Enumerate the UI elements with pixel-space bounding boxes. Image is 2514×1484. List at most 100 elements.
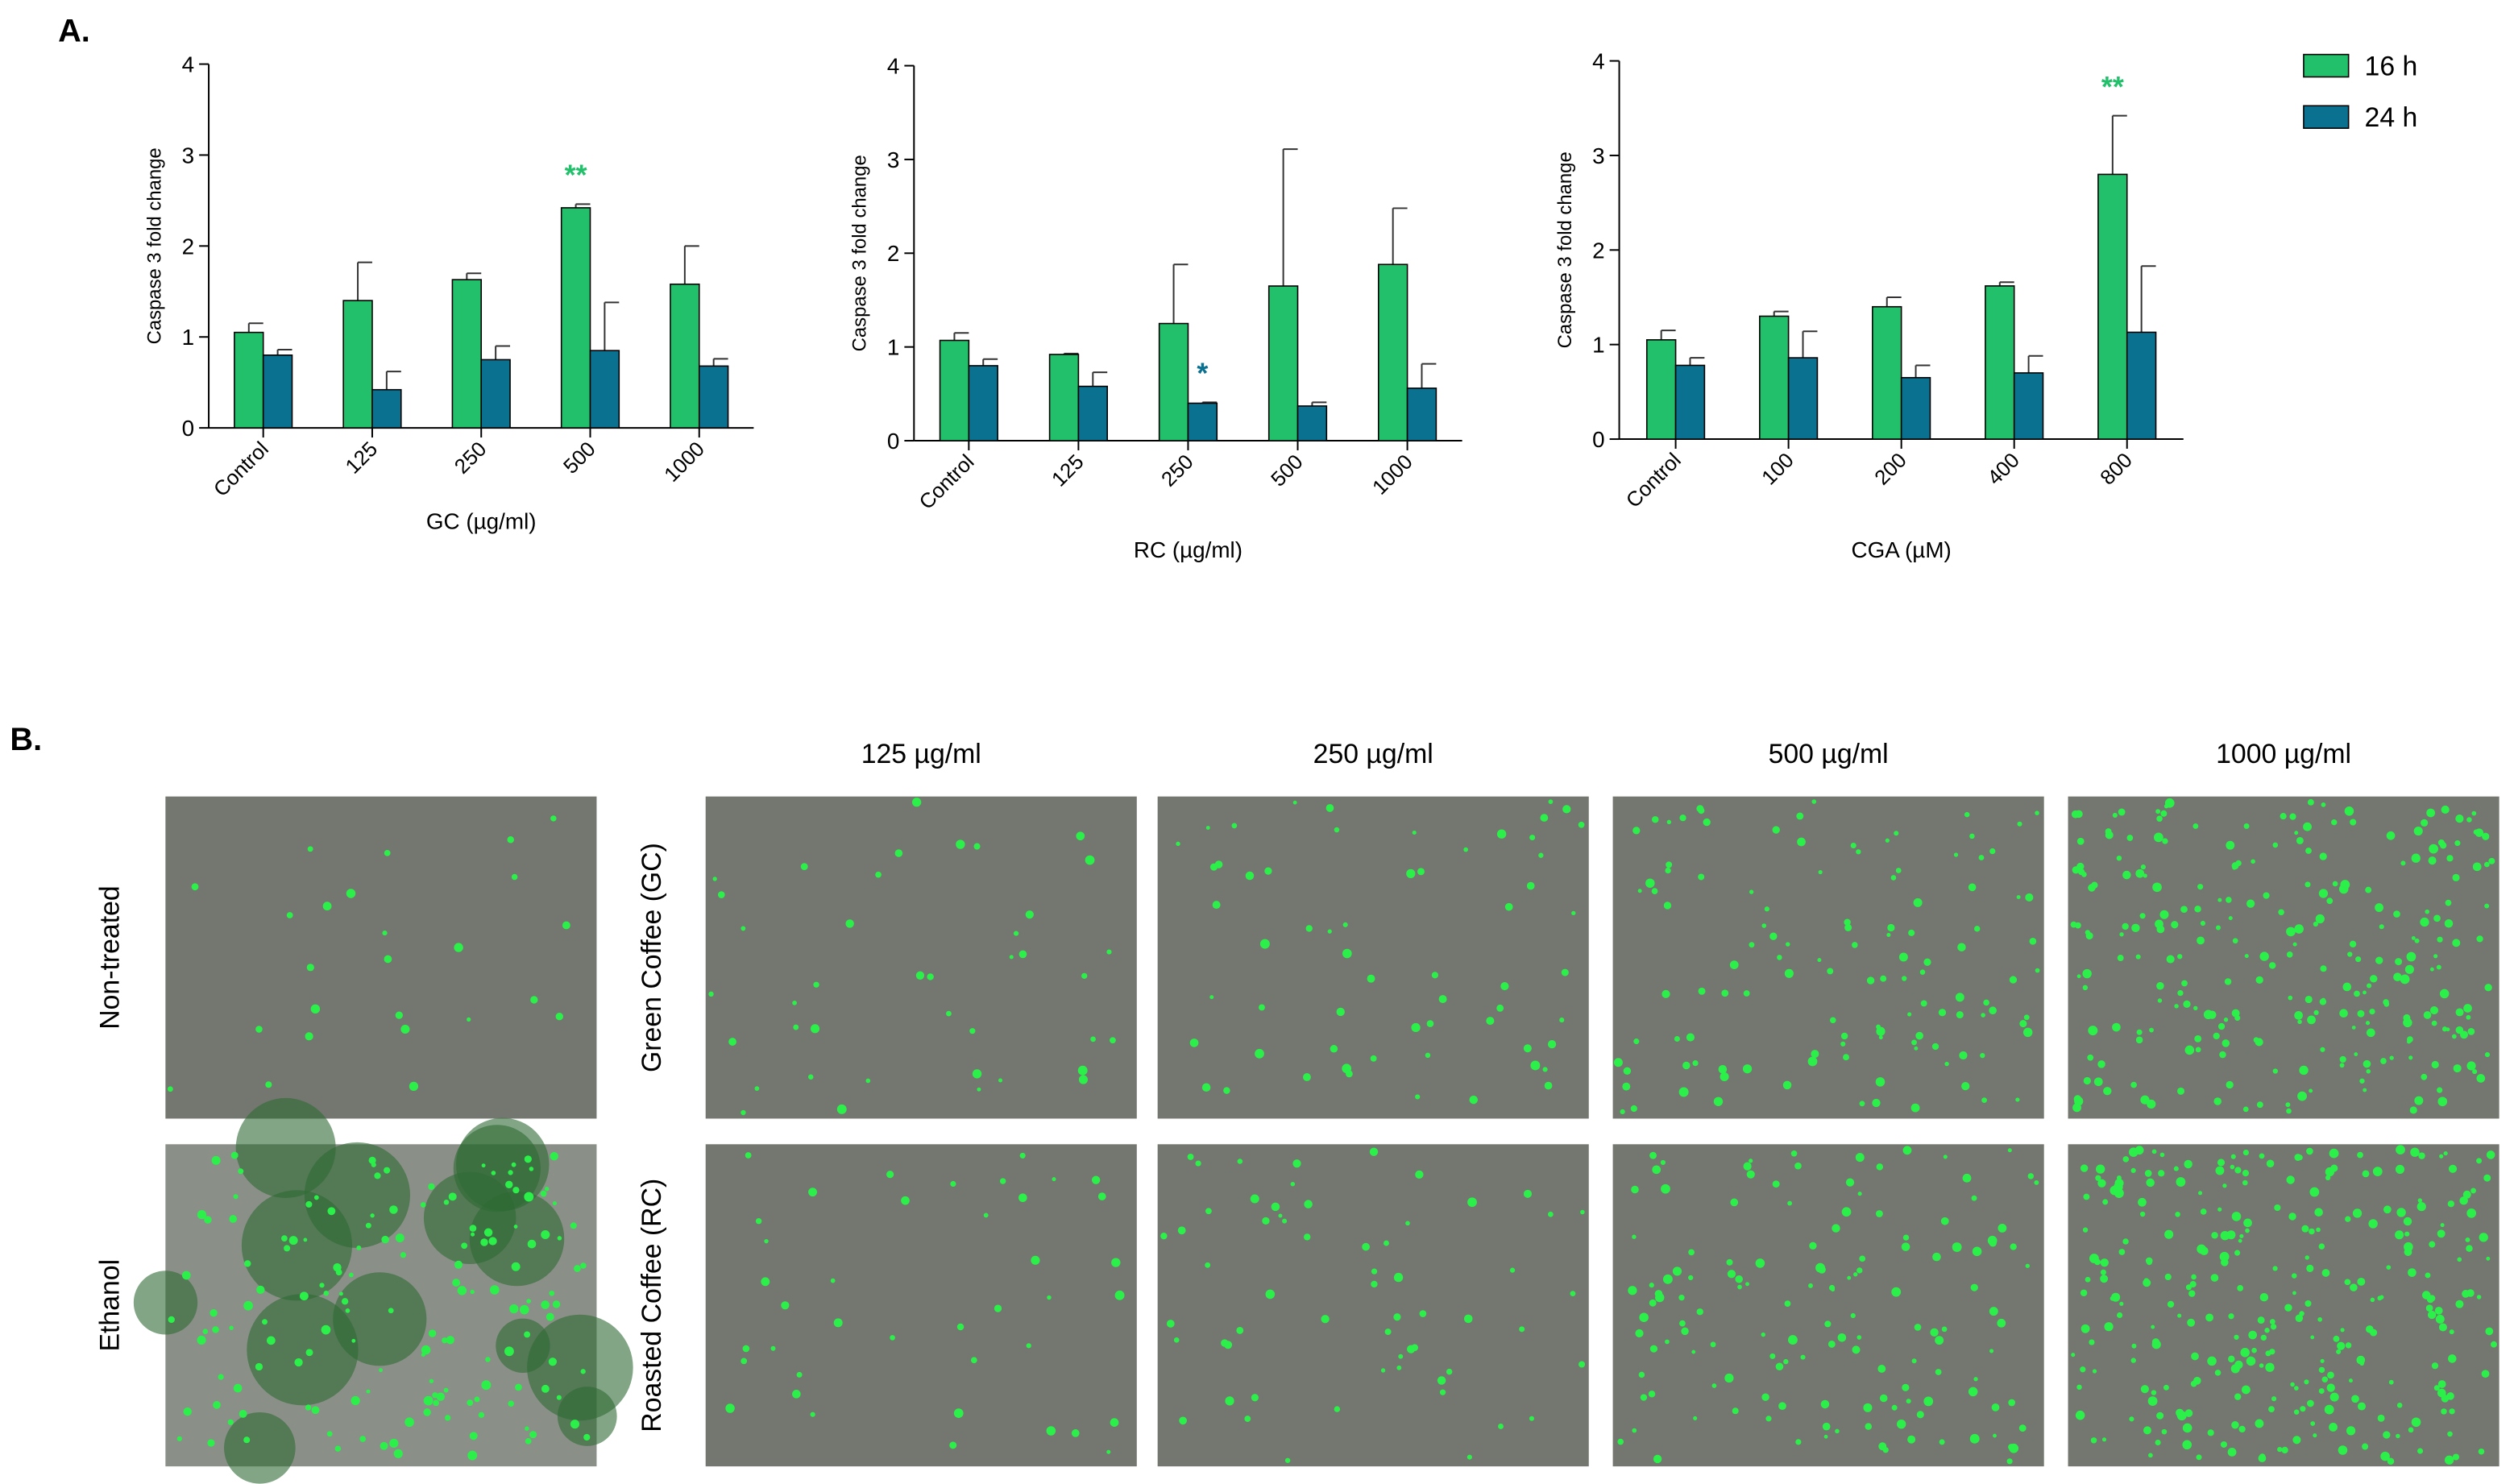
fluorescent-cell: [521, 1308, 526, 1313]
fluorescent-cell: [2471, 810, 2477, 816]
bar: [1645, 339, 1677, 440]
fluorescent-cell: [181, 1271, 191, 1280]
fluorescent-cell: [2441, 805, 2450, 815]
fluorescent-cell: [303, 1237, 308, 1242]
fluorescent-cell: [265, 1081, 272, 1088]
fluorescent-cell: [508, 1400, 514, 1407]
fluorescent-cell: [281, 1235, 288, 1242]
fluorescent-cell: [2285, 1102, 2291, 1108]
fluorescent-cell: [2163, 804, 2169, 809]
fluorescent-cell: [2356, 1355, 2366, 1365]
fluorescent-cell: [2076, 974, 2081, 979]
fluorescent-cell: [512, 1187, 520, 1194]
fluorescent-cell: [2317, 1316, 2322, 1322]
fluorescent-cell: [334, 1445, 342, 1452]
bar: [262, 354, 293, 429]
fluorescent-cell: [348, 1272, 354, 1278]
fluorescent-cell: [446, 1336, 454, 1345]
y-axis-label: Caspase 3 fold change: [1554, 151, 1576, 348]
fluorescent-cell: [2484, 861, 2490, 868]
fluorescent-cell: [2095, 1175, 2101, 1181]
fluorescent-cell: [2151, 1149, 2157, 1154]
fluorescent-cell: [1106, 1449, 1111, 1454]
fluorescent-cell: [2217, 1022, 2226, 1030]
fluorescent-cell: [2222, 1183, 2227, 1188]
fluorescent-cell: [1662, 1274, 1673, 1284]
fluorescent-cell: [2274, 1204, 2281, 1212]
fluorescent-cell: [808, 1188, 817, 1197]
fluorescent-cell: [2466, 817, 2472, 823]
fluorescent-cell: [894, 849, 903, 857]
fluorescent-cell: [1018, 950, 1027, 959]
fluorescent-cell: [2460, 1030, 2468, 1039]
y-tick-label: 3: [182, 143, 194, 168]
fluorescent-cell: [2437, 1380, 2446, 1388]
fluorescent-cell: [2379, 1295, 2384, 1300]
y-tick-label: 1: [182, 325, 194, 350]
fluorescent-cell: [2200, 1246, 2209, 1256]
fluorescent-cell: [2370, 1297, 2375, 1303]
fluorescent-cell: [2310, 1335, 2315, 1340]
fluorescent-cell: [2213, 1097, 2222, 1105]
fluorescent-cell: [2408, 1427, 2414, 1433]
fluorescent-cell: [2294, 1011, 2303, 1020]
row-label: Roasted Coffee (RC): [637, 1179, 667, 1432]
fluorescent-cell: [524, 1192, 534, 1202]
fluorescent-cell: [2294, 924, 2304, 934]
bar: [1787, 357, 1819, 440]
fluorescent-cell: [2306, 1264, 2314, 1272]
fluorescent-cell: [2227, 1448, 2237, 1457]
bar: [234, 331, 264, 429]
fluorescent-cell: [2242, 1149, 2249, 1156]
fluorescent-cell: [2085, 932, 2093, 940]
fluorescent-cell: [2163, 1384, 2169, 1391]
fluorescent-cell: [1632, 1234, 1637, 1239]
fluorescent-cell: [1914, 1324, 1922, 1331]
fluorescent-cell: [1179, 1416, 1187, 1425]
fluorescent-cell: [1818, 869, 1823, 875]
fluorescent-cell: [2403, 1018, 2412, 1028]
fluorescent-cell: [2479, 1233, 2488, 1242]
fluorescent-cell: [2321, 1269, 2330, 1277]
fluorescent-cell: [2156, 925, 2165, 934]
fluorescent-cell: [1209, 995, 1214, 1000]
fluorescent-cell: [2022, 1027, 2033, 1038]
fluorescent-cell: [2130, 1358, 2136, 1363]
fluorescent-cell: [998, 1078, 1003, 1083]
fluorescent-cell: [2350, 1283, 2358, 1291]
y-tick-label: 2: [182, 234, 194, 259]
fluorescent-cell: [2377, 1414, 2385, 1422]
x-tick-label: Control: [210, 437, 273, 501]
fluorescent-cell: [956, 839, 965, 849]
fluorescent-cell: [1908, 929, 1915, 936]
fluorescent-cell: [1173, 1337, 1180, 1343]
fluorescent-cell: [2329, 1392, 2339, 1402]
fluorescent-cell: [2368, 1219, 2378, 1229]
fluorescent-cell: [371, 1162, 376, 1167]
fluorescent-cell: [1081, 972, 1088, 979]
fluorescent-cell: [1902, 1234, 1910, 1241]
fluorescent-cell: [2092, 1369, 2097, 1374]
fluorescent-cell: [1746, 1170, 1755, 1179]
fluorescent-cell: [1327, 929, 1332, 934]
fluorescent-cell: [1732, 1407, 1739, 1415]
fluorescent-cell: [239, 1409, 247, 1418]
fluorescent-cell: [1856, 1335, 1862, 1340]
fluorescent-cell: [2339, 1063, 2345, 1068]
fluorescent-cell: [2203, 1009, 2213, 1020]
fluorescent-cell: [2434, 1306, 2443, 1315]
panel-label: B.: [10, 722, 42, 757]
fluorescent-cell: [2076, 862, 2085, 871]
column-header: 250 µg/ml: [1313, 739, 1433, 769]
fluorescent-cell: [2444, 1455, 2454, 1465]
fluorescent-cell: [511, 1162, 516, 1167]
fluorescent-cell: [212, 1326, 219, 1333]
fluorescent-cell: [1031, 1255, 1040, 1265]
fluorescent-cell: [485, 1357, 491, 1362]
bar: [1872, 305, 1902, 440]
fluorescent-cell: [2484, 903, 2490, 909]
fluorescent-cell: [513, 1225, 518, 1229]
fluorescent-cell: [1330, 1045, 1338, 1053]
significance-mark: **: [2101, 71, 2124, 103]
fluorescent-cell: [2344, 806, 2354, 816]
